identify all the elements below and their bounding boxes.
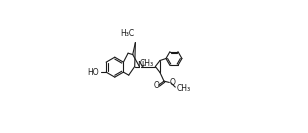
Text: O: O [154, 81, 160, 90]
Text: N: N [137, 61, 143, 70]
Text: O: O [170, 78, 176, 87]
Text: HO: HO [87, 68, 99, 77]
Text: CH₃: CH₃ [140, 59, 154, 68]
Text: H₃C: H₃C [120, 29, 134, 38]
Text: CH₃: CH₃ [177, 84, 191, 93]
